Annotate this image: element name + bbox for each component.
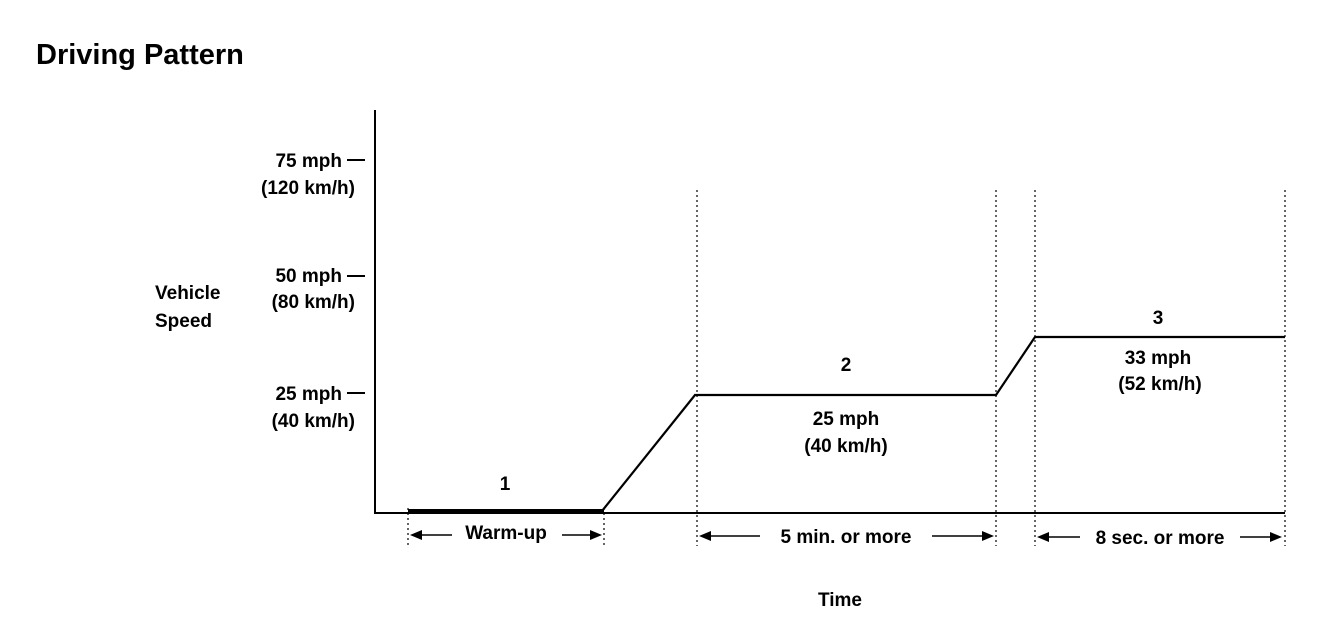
tick-label-kmh: (120 km/h) xyxy=(261,178,355,199)
phase-2-speed-kmh: (40 km/h) xyxy=(804,436,887,457)
speed-trace xyxy=(601,335,1285,512)
speed-tick-75: 75 mph (120 km/h) xyxy=(261,151,365,199)
y-axis-label-line-1: Vehicle xyxy=(155,283,221,304)
tick-label-mph: 50 mph xyxy=(275,266,342,287)
tick-label-mph: 25 mph xyxy=(275,384,342,405)
diagram-title: Driving Pattern xyxy=(36,39,244,71)
phase-3-speed-mph: 33 mph xyxy=(1125,348,1192,369)
phase-2-duration-label: 5 min. or more xyxy=(781,527,912,548)
y-axis-label-line-2: Speed xyxy=(155,311,212,332)
phase-2-number: 2 xyxy=(841,355,852,376)
phase-1-duration-label: Warm-up xyxy=(465,523,547,544)
phase-1-duration-arrow xyxy=(410,530,602,540)
tick-label-kmh: (40 km/h) xyxy=(272,411,355,432)
phase-2-duration-arrow xyxy=(699,531,994,541)
phase-3-duration-label: 8 sec. or more xyxy=(1096,528,1225,549)
speed-tick-50: 50 mph (80 km/h) xyxy=(272,266,365,313)
tick-label-mph: 75 mph xyxy=(275,151,342,172)
phase-2-speed-mph: 25 mph xyxy=(813,409,880,430)
phase-3-speed-kmh: (52 km/h) xyxy=(1118,374,1201,395)
phase-1-number: 1 xyxy=(500,474,511,495)
phase-3-number: 3 xyxy=(1153,308,1164,329)
tick-label-kmh: (80 km/h) xyxy=(272,292,355,313)
phase-3-duration-arrow xyxy=(1037,532,1282,542)
speed-tick-25: 25 mph (40 km/h) xyxy=(272,384,365,432)
x-axis-label: Time xyxy=(818,590,862,611)
